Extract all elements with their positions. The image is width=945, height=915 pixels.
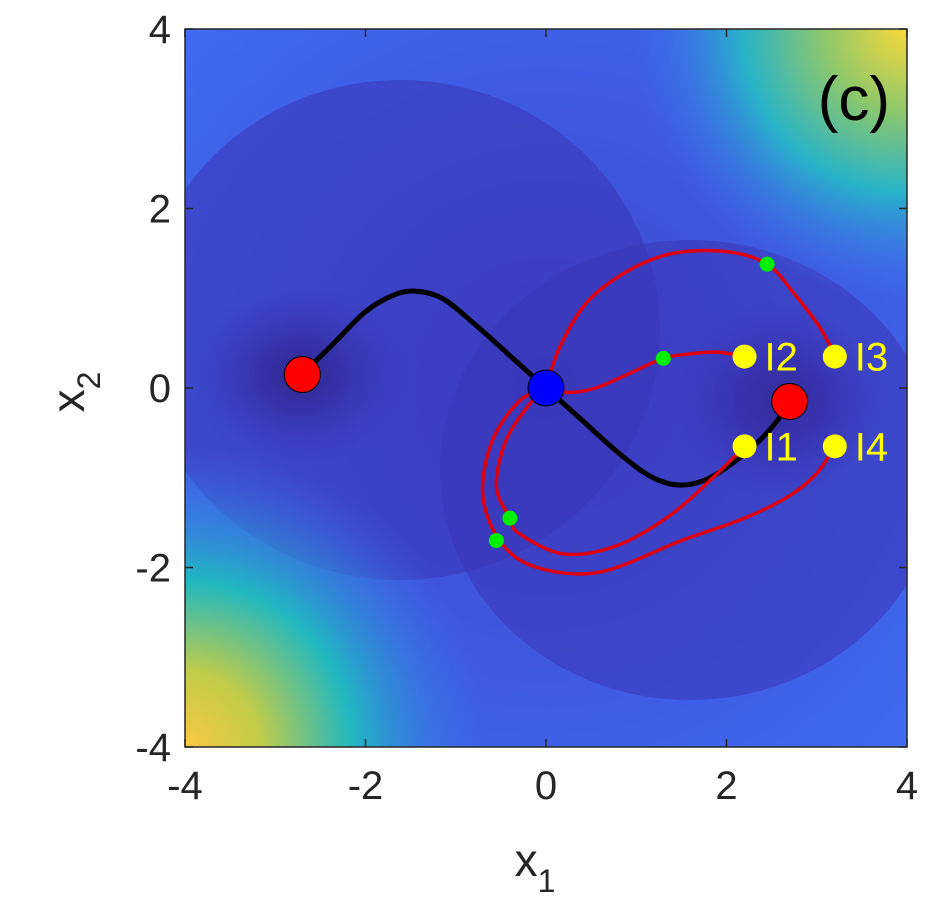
plot-area: I1 I2 I3 I4 (185, 29, 907, 747)
initial-point-label-i4: I4 (855, 425, 888, 469)
minimum-marker-2 (771, 382, 809, 420)
y-axis-label-main: x (42, 389, 94, 412)
x-tick-label: 4 (896, 764, 918, 808)
initial-point-i1 (732, 434, 757, 459)
saddle-marker (527, 369, 565, 407)
trajectory-i1 (494, 386, 747, 557)
initial-point-label-i3: I3 (855, 336, 888, 380)
intermediate-point-4 (488, 533, 504, 549)
intermediate-point-3 (502, 510, 518, 526)
intermediate-point-2 (759, 256, 775, 272)
markers-layer: I1 I2 I3 I4 (283, 256, 888, 549)
x-tick-label: 2 (715, 764, 737, 808)
y-tick-label: 0 (149, 367, 171, 411)
trajectories-layer (480, 248, 837, 576)
x-tick-label: -4 (167, 764, 203, 808)
x-tick-label: 0 (535, 764, 557, 808)
trajectory-i4 (480, 386, 837, 576)
initial-point-label-i2: I2 (765, 336, 798, 380)
minimum-energy-path-line (299, 288, 793, 488)
x-axis-label: x1 (515, 834, 556, 899)
minimum-energy-path-layer (299, 288, 793, 488)
trajectory-i2 (544, 350, 747, 395)
initial-point-i4 (822, 434, 847, 459)
initial-point-label-i1: I1 (765, 425, 798, 469)
x-tick-label: -2 (348, 764, 384, 808)
x-axis-label-sub: 1 (538, 863, 556, 899)
minimum-marker-1 (283, 356, 321, 394)
y-axis-label: x2 (42, 372, 107, 413)
y-tick-label: 4 (149, 8, 171, 52)
axis-ticks: -4 -2 0 2 4 -4 -2 0 2 4 (135, 8, 918, 808)
initial-point-i3 (822, 344, 847, 369)
x-axis-label-main: x (515, 834, 538, 886)
initial-point-i2 (732, 344, 757, 369)
y-tick-label: -2 (135, 547, 171, 591)
trajectory-i3 (544, 248, 837, 390)
y-tick-label: -4 (135, 726, 171, 770)
panel-label: (c) (818, 65, 890, 134)
intermediate-point-1 (655, 350, 671, 366)
y-tick-label: 2 (149, 188, 171, 232)
y-axis-label-sub: 2 (71, 372, 107, 390)
